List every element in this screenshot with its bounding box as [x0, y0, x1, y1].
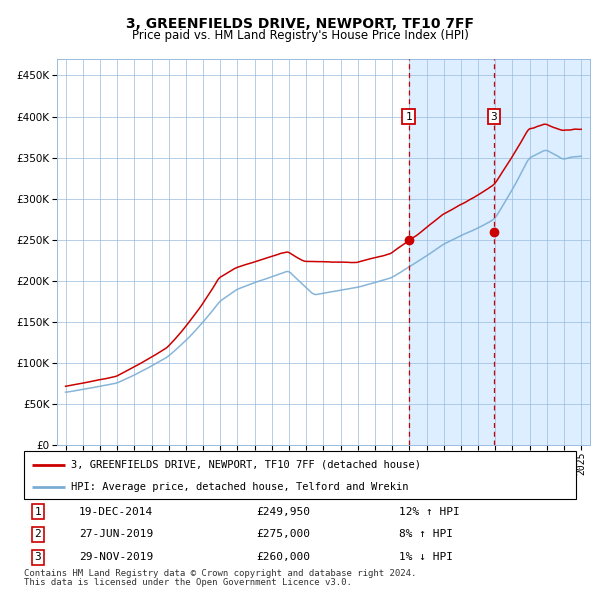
Text: HPI: Average price, detached house, Telford and Wrekin: HPI: Average price, detached house, Telf…: [71, 482, 409, 491]
Text: 1: 1: [34, 507, 41, 517]
Text: 27-JUN-2019: 27-JUN-2019: [79, 529, 154, 539]
Text: 29-NOV-2019: 29-NOV-2019: [79, 552, 154, 562]
Text: 3, GREENFIELDS DRIVE, NEWPORT, TF10 7FF (detached house): 3, GREENFIELDS DRIVE, NEWPORT, TF10 7FF …: [71, 460, 421, 470]
Text: Contains HM Land Registry data © Crown copyright and database right 2024.: Contains HM Land Registry data © Crown c…: [24, 569, 416, 578]
Text: £249,950: £249,950: [256, 507, 310, 517]
Text: 8% ↑ HPI: 8% ↑ HPI: [400, 529, 454, 539]
Text: 19-DEC-2014: 19-DEC-2014: [79, 507, 154, 517]
Text: 2: 2: [34, 529, 41, 539]
Text: 3: 3: [34, 552, 41, 562]
Text: 3: 3: [490, 112, 497, 122]
Text: 1% ↓ HPI: 1% ↓ HPI: [400, 552, 454, 562]
Text: £275,000: £275,000: [256, 529, 310, 539]
Text: 12% ↑ HPI: 12% ↑ HPI: [400, 507, 460, 517]
FancyBboxPatch shape: [24, 451, 576, 499]
Text: 3, GREENFIELDS DRIVE, NEWPORT, TF10 7FF: 3, GREENFIELDS DRIVE, NEWPORT, TF10 7FF: [126, 17, 474, 31]
Text: 1: 1: [405, 112, 412, 122]
Text: £260,000: £260,000: [256, 552, 310, 562]
Text: Price paid vs. HM Land Registry's House Price Index (HPI): Price paid vs. HM Land Registry's House …: [131, 30, 469, 42]
Text: This data is licensed under the Open Government Licence v3.0.: This data is licensed under the Open Gov…: [24, 578, 352, 587]
Bar: [409, 59, 590, 445]
